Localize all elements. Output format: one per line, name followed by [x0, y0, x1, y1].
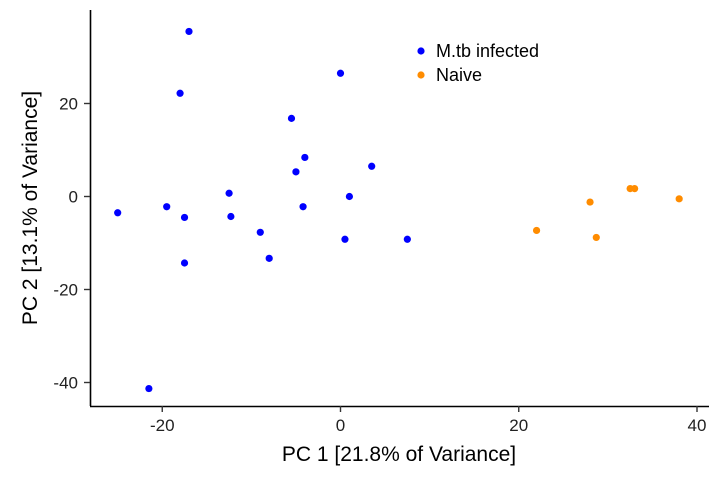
point-naive [586, 198, 594, 206]
point-mtb-infected [180, 259, 189, 267]
point-mtb-infected [403, 235, 411, 243]
point-mtb-infected [227, 212, 235, 221]
data-points [114, 27, 683, 393]
legend-label-naive: Naive [436, 65, 482, 85]
y-tick-label: -20 [53, 281, 78, 300]
x-axis-title: PC 1 [21.8% of Variance] [282, 443, 516, 466]
point-mtb-infected [301, 153, 309, 162]
ticks: -20 0 20 40 -40 -20 0 20 [53, 95, 706, 436]
x-tick-label: 40 [688, 416, 707, 435]
point-mtb-infected [368, 162, 376, 170]
point-mtb-infected [345, 192, 354, 201]
point-naive [592, 233, 600, 242]
x-tick-label: -20 [150, 416, 175, 435]
point-naive [631, 184, 639, 193]
point-naive [675, 195, 683, 203]
point-mtb-infected [180, 213, 189, 222]
point-mtb-infected [185, 27, 193, 36]
y-axis-title: PC 2 [13.1% of Variance] [19, 91, 42, 325]
legend-label-infected: M.tb infected [436, 41, 539, 61]
y-tick-label: 0 [69, 188, 78, 207]
x-tick-label: 0 [336, 416, 345, 435]
point-mtb-infected [114, 209, 122, 217]
legend-marker-naive [417, 71, 425, 79]
point-mtb-infected [287, 114, 296, 122]
point-mtb-infected [256, 228, 264, 236]
point-mtb-infected [163, 203, 171, 211]
point-mtb-infected [225, 189, 233, 197]
point-mtb-infected [145, 384, 153, 393]
y-tick-label: -40 [53, 374, 78, 393]
point-mtb-infected [292, 168, 300, 176]
x-tick-label: 20 [509, 416, 528, 435]
point-mtb-infected [341, 235, 349, 243]
point-naive [532, 226, 541, 235]
point-mtb-infected [336, 69, 345, 77]
point-mtb-infected [176, 89, 184, 97]
legend-marker-infected [417, 47, 425, 55]
point-mtb-infected [299, 203, 307, 211]
y-tick-label: 20 [59, 95, 78, 114]
axes [89, 10, 709, 408]
legend: M.tb infected Naive [417, 41, 539, 85]
point-mtb-infected [265, 254, 273, 262]
